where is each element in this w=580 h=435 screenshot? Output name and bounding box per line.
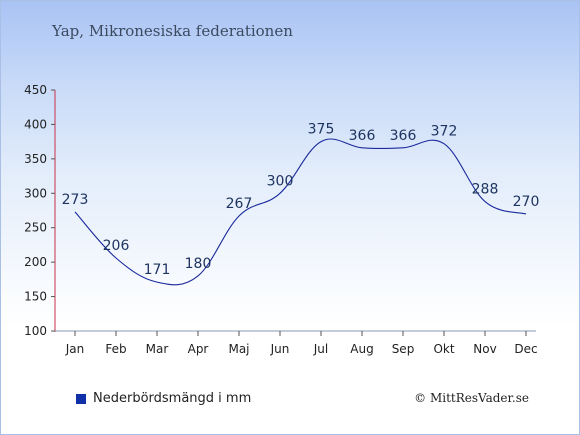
y-tick-label: 350 bbox=[24, 152, 47, 166]
data-label: 270 bbox=[513, 194, 540, 210]
x-tick-label: Jun bbox=[270, 342, 290, 356]
x-tick-label: Apr bbox=[188, 342, 209, 356]
series-line bbox=[74, 138, 527, 286]
y-tick-label: 300 bbox=[24, 186, 47, 200]
legend: Nederbördsmängd i mm bbox=[76, 391, 251, 406]
x-tick-label: Okt bbox=[433, 342, 454, 356]
credit-text: © MittResVader.se bbox=[414, 391, 529, 405]
y-tick-label: 450 bbox=[24, 83, 47, 97]
data-label: 288 bbox=[472, 182, 499, 198]
y-tick-label: 250 bbox=[24, 221, 47, 235]
y-tick-label: 400 bbox=[24, 117, 47, 131]
legend-label: Nederbördsmängd i mm bbox=[93, 391, 252, 406]
x-tick-label: Mar bbox=[146, 342, 169, 356]
x-tick-label: Jan bbox=[65, 342, 85, 356]
data-label: 267 bbox=[226, 196, 253, 212]
data-label: 171 bbox=[144, 262, 171, 278]
x-tick-label: Feb bbox=[105, 342, 126, 356]
data-label: 273 bbox=[62, 192, 89, 208]
x-tick-label: Dec bbox=[514, 342, 537, 356]
data-label: 366 bbox=[390, 128, 417, 144]
y-tick-label: 150 bbox=[24, 290, 47, 304]
data-label: 366 bbox=[349, 128, 376, 144]
data-labels: 273 206 171 180 267 300 375 366 366 372 288 270 bbox=[62, 122, 540, 278]
data-label: 300 bbox=[267, 173, 294, 189]
x-tick-label: Nov bbox=[473, 342, 496, 356]
legend-swatch bbox=[76, 393, 86, 404]
ticks: 100 150 200 250 300 350 400 450 Jan Feb Mar Apr Maj J… bbox=[24, 83, 538, 356]
data-label: 375 bbox=[308, 122, 335, 138]
chart-title: Yap, Mikronesiska federationen bbox=[52, 22, 293, 40]
data-label: 206 bbox=[103, 238, 130, 254]
y-tick-label: 100 bbox=[24, 324, 47, 338]
x-tick-label: Aug bbox=[350, 342, 373, 356]
y-tick-label: 200 bbox=[24, 255, 47, 269]
x-tick-label: Sep bbox=[392, 342, 415, 356]
x-tick-label: Jul bbox=[313, 342, 328, 356]
x-tick-label: Maj bbox=[228, 342, 249, 356]
data-label: 180 bbox=[185, 256, 212, 272]
axes bbox=[54, 90, 536, 332]
data-label: 372 bbox=[431, 124, 458, 140]
